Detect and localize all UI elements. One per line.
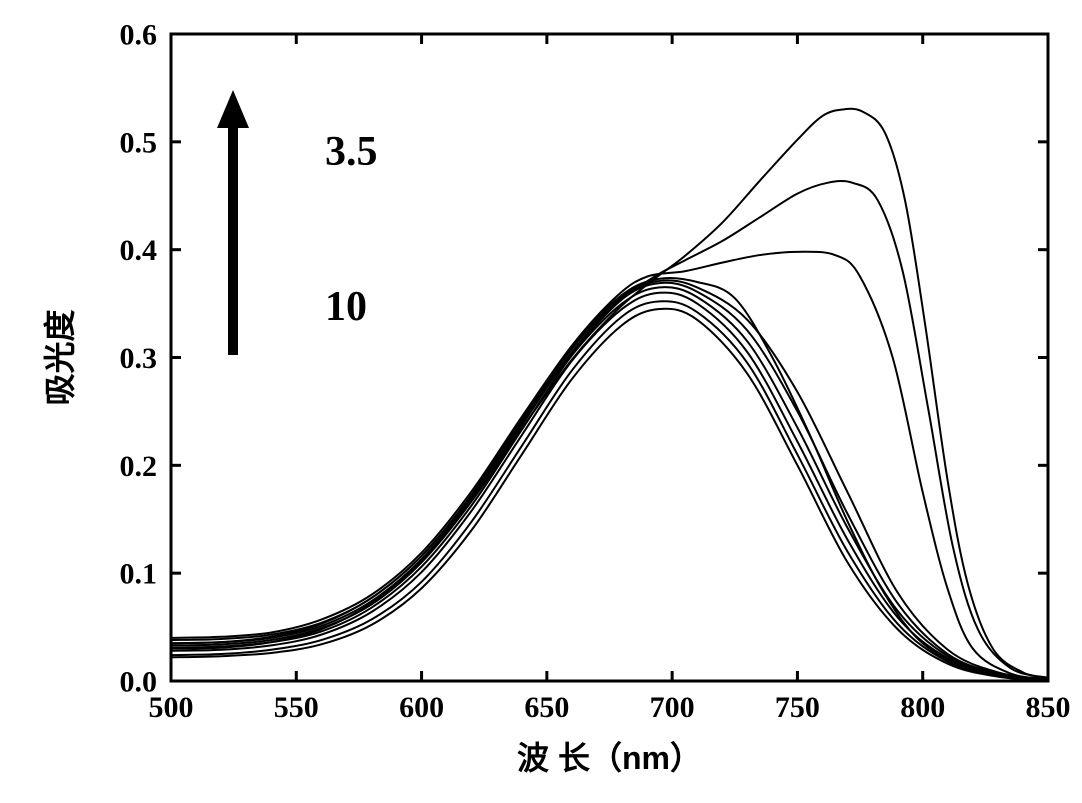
x-tick-label: 750 [775,691,820,724]
x-tick-label: 850 [1026,691,1071,724]
y-tick-labels: 0.00.10.20.30.40.50.6 [120,19,158,699]
x-axis-label: 波 长（nm） [517,740,702,776]
y-axis-label: 吸光度 [42,309,78,405]
x-tick-label: 650 [524,691,569,724]
x-tick-label: 600 [399,691,444,724]
spectra-chart: 0.00.10.20.30.40.50.6 500550600650700750… [0,0,1082,803]
annotation-ph-top: 3.5 [325,129,378,175]
y-tick-label: 0.6 [120,19,158,52]
x-tick-label: 500 [149,691,194,724]
y-tick-label: 0.2 [120,450,158,483]
chart-container: { "chart": { "type": "line", "width": 10… [0,0,1082,803]
x-tick-labels: 500 550 600 650 700 750 800 850 [149,691,1071,724]
plot-area [171,34,1048,681]
y-tick-label: 0.1 [120,558,158,591]
y-tick-label: 0.3 [120,342,158,375]
x-tick-label: 550 [274,691,319,724]
annotation-ph-bottom: 10 [325,284,367,330]
x-tick-label: 800 [900,691,945,724]
x-tick-label: 700 [650,691,695,724]
y-tick-label: 0.5 [120,126,158,159]
y-tick-label: 0.4 [120,234,158,267]
